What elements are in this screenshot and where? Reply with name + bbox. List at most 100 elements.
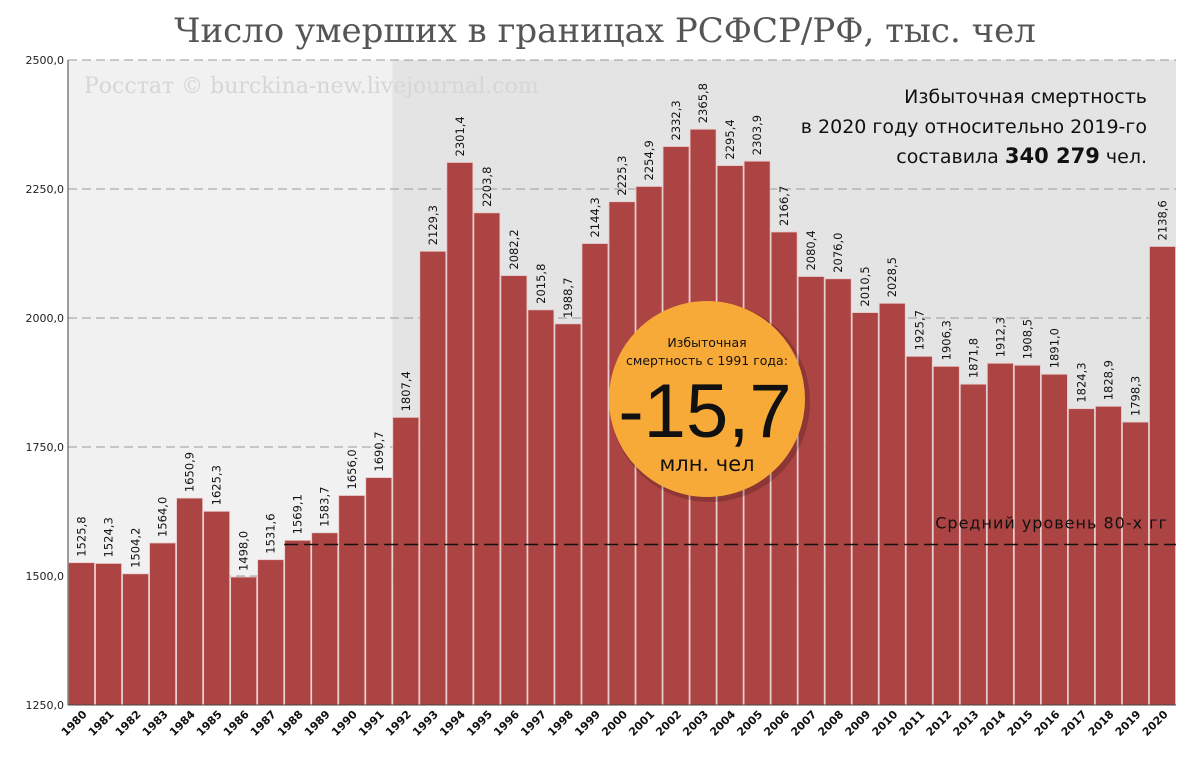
x-tick-label: 1991 — [356, 708, 387, 739]
annotation-line2: в 2020 году относительно 2019-го — [801, 116, 1147, 138]
data-label-1988: 1569,1 — [291, 494, 305, 534]
bar-2008 — [824, 278, 852, 706]
bar-2019 — [1122, 421, 1149, 706]
x-tick-label: 1988 — [275, 708, 306, 739]
x-tick-label: 2004 — [707, 708, 738, 739]
x-tick-label: 2001 — [626, 708, 657, 739]
bar-1998 — [554, 323, 582, 706]
bar-2010 — [878, 302, 906, 706]
data-label-2019: 1798,3 — [1128, 376, 1142, 416]
bar-1983 — [149, 542, 176, 706]
x-tick-label: 1994 — [437, 708, 468, 739]
data-label-1994: 2301,4 — [453, 116, 467, 156]
x-tick-label: 2016 — [1032, 708, 1063, 739]
y-axis: 1250,0 1500,0 1750,0 2000,0 2250,0 2500,0 — [26, 54, 1176, 712]
data-label-2017: 1824,3 — [1074, 362, 1088, 402]
bar-1985 — [203, 510, 231, 706]
bar-2020 — [1149, 246, 1176, 706]
badge-circle — [609, 301, 805, 497]
data-label-2020: 2138,6 — [1155, 200, 1169, 240]
bar-1999 — [581, 243, 609, 706]
x-tick-label: 2020 — [1140, 708, 1171, 739]
badge-line2: смертность с 1991 года: — [626, 353, 788, 368]
chart-title: Число умерших в границах РСФСР/РФ, тыс. … — [174, 11, 1036, 51]
data-label-1980: 1525,8 — [75, 516, 89, 556]
y-tick-label: 2500,0 — [26, 54, 65, 67]
bar-1996 — [500, 275, 528, 706]
x-tick-label: 2013 — [951, 708, 982, 739]
data-label-1989: 1583,7 — [318, 487, 332, 527]
y-tick-label: 2250,0 — [26, 183, 65, 196]
x-tick-label: 2014 — [978, 708, 1009, 739]
bar-2012 — [932, 365, 960, 706]
bar-2016 — [1040, 373, 1068, 706]
data-label-1983: 1564,0 — [156, 497, 170, 537]
x-tick-label: 2000 — [599, 708, 630, 739]
x-tick-label: 1998 — [545, 708, 576, 739]
x-tick-label: 1986 — [221, 708, 252, 739]
bar-1994 — [446, 162, 474, 706]
bar-2009 — [851, 312, 879, 706]
badge-value: -15,7 — [618, 369, 791, 454]
data-label-2011: 1925,7 — [912, 310, 926, 350]
data-label-2009: 2010,5 — [858, 266, 872, 306]
bar-2018 — [1095, 405, 1122, 706]
x-tick-label: 2019 — [1113, 708, 1144, 739]
data-label-1985: 1625,3 — [210, 465, 224, 505]
data-label-1991: 1690,7 — [372, 431, 386, 471]
x-tick-label: 1993 — [410, 708, 441, 739]
x-tick-label: 1980 — [59, 708, 90, 739]
data-label-2016: 1891,0 — [1047, 328, 1061, 368]
bar-1991 — [365, 477, 393, 706]
data-label-1993: 2129,3 — [426, 205, 440, 245]
badge-line1: Избыточная — [667, 335, 746, 350]
bar-1995 — [473, 212, 501, 706]
data-label-1992: 1807,4 — [399, 371, 413, 411]
data-label-2012: 1906,3 — [939, 320, 953, 360]
x-axis: 1980198119821983198419851986198719881989… — [59, 708, 1171, 739]
data-label-1997: 2015,8 — [534, 264, 548, 304]
bar-1997 — [527, 309, 555, 706]
data-label-2008: 2076,0 — [831, 233, 845, 273]
bar-2007 — [797, 276, 825, 706]
bar-1982 — [122, 573, 149, 706]
x-tick-label: 1990 — [329, 708, 360, 739]
bar-2015 — [1013, 364, 1041, 706]
data-label-2018: 1828,9 — [1101, 360, 1115, 400]
bar-2014 — [986, 362, 1014, 706]
data-label-1996: 2082,2 — [507, 229, 521, 269]
data-label-2006: 2166,7 — [777, 186, 791, 226]
data-label-1995: 2203,8 — [480, 167, 494, 207]
annotation-line3: составила 340 279 чел. — [896, 144, 1147, 168]
plot-bg-1980s — [68, 60, 393, 705]
data-label-1998: 1988,7 — [561, 278, 575, 318]
badge-unit: млн. чел — [659, 452, 754, 476]
data-label-2002: 2332,3 — [669, 100, 683, 140]
x-tick-label: 1987 — [248, 708, 279, 739]
bar-1984 — [176, 497, 204, 706]
bar-1986 — [230, 576, 258, 706]
excess-2020-annotation: Избыточная смертность в 2020 году относи… — [801, 86, 1147, 168]
x-tick-label: 1995 — [464, 708, 495, 739]
data-label-2013: 1871,8 — [966, 338, 980, 378]
data-label-2003: 2365,8 — [696, 83, 710, 123]
bar-1993 — [419, 250, 447, 706]
y-tick-label: 1500,0 — [26, 570, 65, 583]
y-tick-label: 1750,0 — [26, 441, 65, 454]
data-label-2000: 2225,3 — [615, 155, 629, 195]
bar-1990 — [338, 495, 366, 706]
bar-1992 — [392, 416, 420, 706]
x-tick-label: 2012 — [924, 708, 955, 739]
bar-1987 — [257, 559, 285, 706]
x-tick-label: 1992 — [383, 708, 414, 739]
data-label-1987: 1531,6 — [264, 513, 278, 553]
reference-line-label: Средний уровень 80-х гг — [935, 514, 1168, 533]
x-tick-label: 1982 — [113, 708, 144, 739]
data-label-1982: 1504,2 — [129, 528, 143, 568]
data-label-2014: 1912,3 — [993, 317, 1007, 357]
x-tick-label: 1981 — [86, 708, 117, 739]
bar-1989 — [311, 532, 339, 706]
x-tick-label: 1997 — [518, 708, 549, 739]
x-tick-label: 2008 — [815, 708, 846, 739]
